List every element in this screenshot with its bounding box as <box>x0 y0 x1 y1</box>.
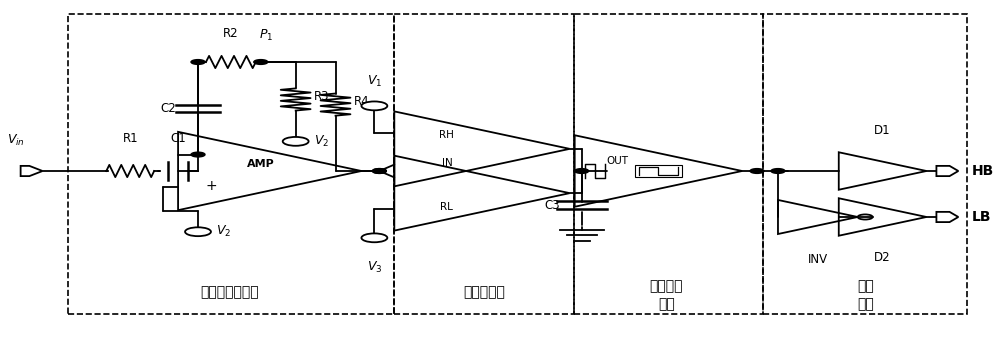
Circle shape <box>372 169 386 173</box>
Text: C2: C2 <box>160 102 176 115</box>
Circle shape <box>361 233 387 242</box>
Bar <box>763 14 967 314</box>
Circle shape <box>283 137 309 146</box>
Text: R1: R1 <box>122 132 138 145</box>
Circle shape <box>771 169 785 173</box>
Circle shape <box>372 169 386 173</box>
Circle shape <box>575 169 589 173</box>
Text: D2: D2 <box>874 251 891 264</box>
Text: RL: RL <box>440 202 453 212</box>
Text: $V_2$: $V_2$ <box>314 134 329 149</box>
Text: R3: R3 <box>314 90 329 103</box>
Text: $V_{in}$: $V_{in}$ <box>7 133 25 148</box>
Text: $V_3$: $V_3$ <box>367 260 382 275</box>
Bar <box>394 14 574 314</box>
Text: OUT: OUT <box>607 156 629 166</box>
Circle shape <box>191 60 205 64</box>
Text: D1: D1 <box>874 124 891 137</box>
Text: HB: HB <box>971 164 994 178</box>
Text: 施密特触
发器: 施密特触 发器 <box>650 279 683 312</box>
Text: RH: RH <box>439 130 454 140</box>
Bar <box>574 14 763 314</box>
Text: R4: R4 <box>353 95 369 108</box>
Circle shape <box>254 60 268 64</box>
Text: INV: INV <box>808 253 828 266</box>
Text: IN: IN <box>442 158 452 168</box>
Text: C3: C3 <box>544 199 560 212</box>
Text: LB: LB <box>971 210 991 224</box>
Bar <box>68 14 394 314</box>
Circle shape <box>185 227 211 236</box>
Text: 驱动
电路: 驱动 电路 <box>857 279 874 312</box>
Circle shape <box>361 102 387 110</box>
Circle shape <box>191 152 205 157</box>
Text: R2: R2 <box>223 27 239 40</box>
Text: $V_1$: $V_1$ <box>367 74 382 89</box>
Text: C1: C1 <box>170 132 186 145</box>
Text: $P_1$: $P_1$ <box>259 28 273 43</box>
Text: +: + <box>205 179 217 193</box>
Bar <box>635 165 682 177</box>
Text: 窗口比较器: 窗口比较器 <box>463 285 505 299</box>
Text: $V_2$: $V_2$ <box>216 224 231 239</box>
Text: AMP: AMP <box>247 159 274 169</box>
Circle shape <box>750 169 764 173</box>
Text: 有源带通滤波器: 有源带通滤波器 <box>201 285 259 299</box>
